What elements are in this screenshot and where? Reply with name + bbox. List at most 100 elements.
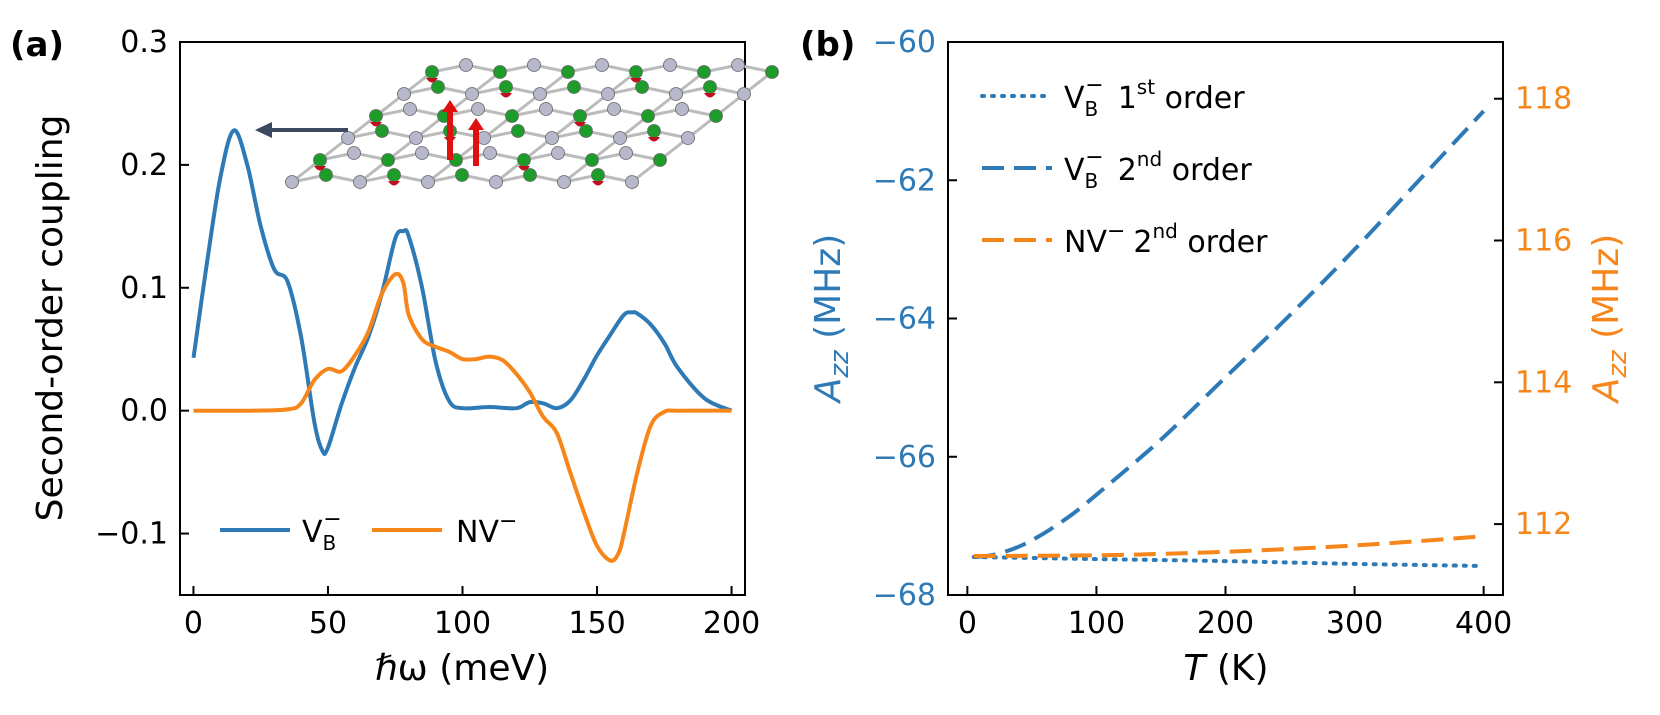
boron-atom bbox=[601, 87, 615, 101]
y-axis-label-b-left-main: A bbox=[808, 378, 849, 405]
y-axis-label-b-right-main: A bbox=[1586, 378, 1627, 405]
legend-sup-nv-2nd: − bbox=[1107, 219, 1125, 244]
x-axis-label-b: T (K) bbox=[1183, 648, 1268, 689]
legend-tail-vb-2nd: order bbox=[1162, 153, 1252, 188]
x-axis-label-b-unit: (K) bbox=[1205, 648, 1268, 689]
legend-item-vb-1st: VB− 1st order bbox=[980, 73, 1245, 121]
y-axis-label-b-left-sub: zz bbox=[825, 349, 855, 379]
legend-order-vb-2nd: 2 bbox=[1118, 153, 1137, 188]
nitrogen-atom bbox=[455, 168, 469, 182]
nitrogen-atom bbox=[561, 65, 575, 79]
x-tick-label-b: 0 bbox=[958, 606, 977, 641]
plot-frame-a bbox=[179, 41, 746, 596]
legend-sub-vb: B bbox=[323, 531, 337, 555]
legend-tail-vb-1st: order bbox=[1155, 81, 1245, 116]
legend-b: VB− 1st order VB− 2nd order NV− 2nd order bbox=[980, 73, 1268, 260]
x-tick-label-a: 100 bbox=[434, 606, 491, 641]
nitrogen-atom bbox=[765, 65, 779, 79]
y-tick-label-a: 0.0 bbox=[120, 394, 168, 429]
legend-text-vb: V bbox=[302, 515, 323, 550]
legend-text-vb-1st: V bbox=[1064, 81, 1085, 116]
x-tick-label-b: 300 bbox=[1326, 606, 1383, 641]
y-axis-label-b-left: Azz (MHz) bbox=[808, 234, 855, 405]
nitrogen-atom bbox=[709, 109, 723, 123]
legend-item-vb-2nd: VB− 2nd order bbox=[982, 145, 1252, 193]
boron-atom bbox=[681, 131, 695, 145]
displacement-arrow-head bbox=[468, 118, 484, 130]
annotation-arrow bbox=[255, 122, 348, 138]
boron-atom bbox=[545, 131, 559, 145]
svg-text:VB−2nd order: VB− 2nd order bbox=[1064, 145, 1252, 193]
legend-sup-nv: − bbox=[499, 509, 517, 534]
legend-item-nv: NV− bbox=[372, 509, 517, 550]
boron-atom bbox=[415, 146, 429, 160]
boron-atom bbox=[731, 58, 745, 72]
legend-item-vb: VB− bbox=[220, 507, 342, 555]
legend-a: VB− NV− bbox=[220, 507, 517, 555]
legend-sub-vb-1st: B bbox=[1085, 97, 1099, 121]
displacement-lobe bbox=[574, 122, 586, 127]
series-line-vb-1st bbox=[971, 555, 1486, 568]
svg-text:VB−1st order: VB− 1st order bbox=[1064, 73, 1245, 121]
boron-atom bbox=[477, 131, 491, 145]
nitrogen-atom bbox=[697, 65, 711, 79]
nitrogen-atom bbox=[567, 80, 581, 94]
boron-atom bbox=[551, 146, 565, 160]
boron-atom bbox=[459, 58, 473, 72]
nitrogen-atom bbox=[313, 153, 327, 167]
panel-b-label: (b) bbox=[800, 25, 855, 65]
x-axis-label-b-main: T bbox=[1183, 648, 1208, 689]
boron-atom bbox=[421, 175, 435, 189]
y-tick-label-a: 0.2 bbox=[120, 148, 168, 183]
nitrogen-atom bbox=[641, 109, 655, 123]
nitrogen-atom bbox=[505, 109, 519, 123]
series-line-vb-2nd bbox=[973, 109, 1486, 559]
displacement-lobe bbox=[370, 122, 382, 127]
x-tick-label-a: 50 bbox=[309, 606, 347, 641]
nitrogen-atom bbox=[387, 168, 401, 182]
legend-ordersup-nv-2nd: nd bbox=[1153, 219, 1178, 243]
y-tick-label-b-right: 112 bbox=[1515, 507, 1572, 542]
legend-ordersup-vb-1st: st bbox=[1137, 75, 1155, 99]
nitrogen-atom bbox=[511, 124, 525, 138]
boron-atom bbox=[533, 87, 547, 101]
boron-atom bbox=[675, 102, 689, 116]
displacement-lobe bbox=[592, 181, 604, 186]
boron-atom bbox=[285, 175, 299, 189]
legend-order-vb-1st: 1 bbox=[1118, 81, 1137, 116]
boron-atom bbox=[347, 146, 361, 160]
legend-text-nv: NV bbox=[456, 515, 499, 550]
y-tick-label-b-left: −66 bbox=[873, 440, 936, 475]
boron-atom bbox=[471, 102, 485, 116]
y-tick-label-b-right: 118 bbox=[1515, 82, 1572, 117]
nitrogen-atom bbox=[635, 80, 649, 94]
boron-atom bbox=[625, 175, 639, 189]
x-tick-label-a: 150 bbox=[568, 606, 625, 641]
displacement-lobe bbox=[426, 78, 438, 83]
nitrogen-atom bbox=[647, 124, 661, 138]
x-axis-label-a: ℏω (meV) bbox=[375, 648, 549, 689]
displacement-lobe bbox=[704, 93, 716, 98]
x-tick-label-a: 0 bbox=[184, 606, 203, 641]
boron-atom bbox=[613, 131, 627, 145]
nitrogen-atom bbox=[703, 80, 717, 94]
legend-order-nv-2nd: 2 bbox=[1133, 225, 1152, 260]
y-axis-label-b-right-unit: (MHz) bbox=[1586, 234, 1627, 351]
nitrogen-atom bbox=[653, 153, 667, 167]
legend-sup-vb: − bbox=[323, 507, 341, 532]
series-line-vb bbox=[191, 128, 733, 456]
nitrogen-atom bbox=[585, 153, 599, 167]
legend-sup-vb-1st: − bbox=[1085, 73, 1103, 98]
displacement-lobe bbox=[648, 137, 660, 142]
boron-atom bbox=[409, 131, 423, 145]
y-tick-label-b-right: 116 bbox=[1515, 224, 1572, 259]
boron-atom bbox=[539, 102, 553, 116]
displacement-lobe bbox=[314, 166, 326, 171]
svg-text:VB−: VB− bbox=[302, 507, 342, 555]
y-axis-label-b-right: Azz (MHz) bbox=[1586, 234, 1633, 405]
displacement-lobe bbox=[500, 93, 512, 98]
y-axis-label-b-left-unit: (MHz) bbox=[808, 234, 849, 351]
nitrogen-atom bbox=[431, 80, 445, 94]
y-tick-label-b-left: −62 bbox=[873, 163, 936, 198]
